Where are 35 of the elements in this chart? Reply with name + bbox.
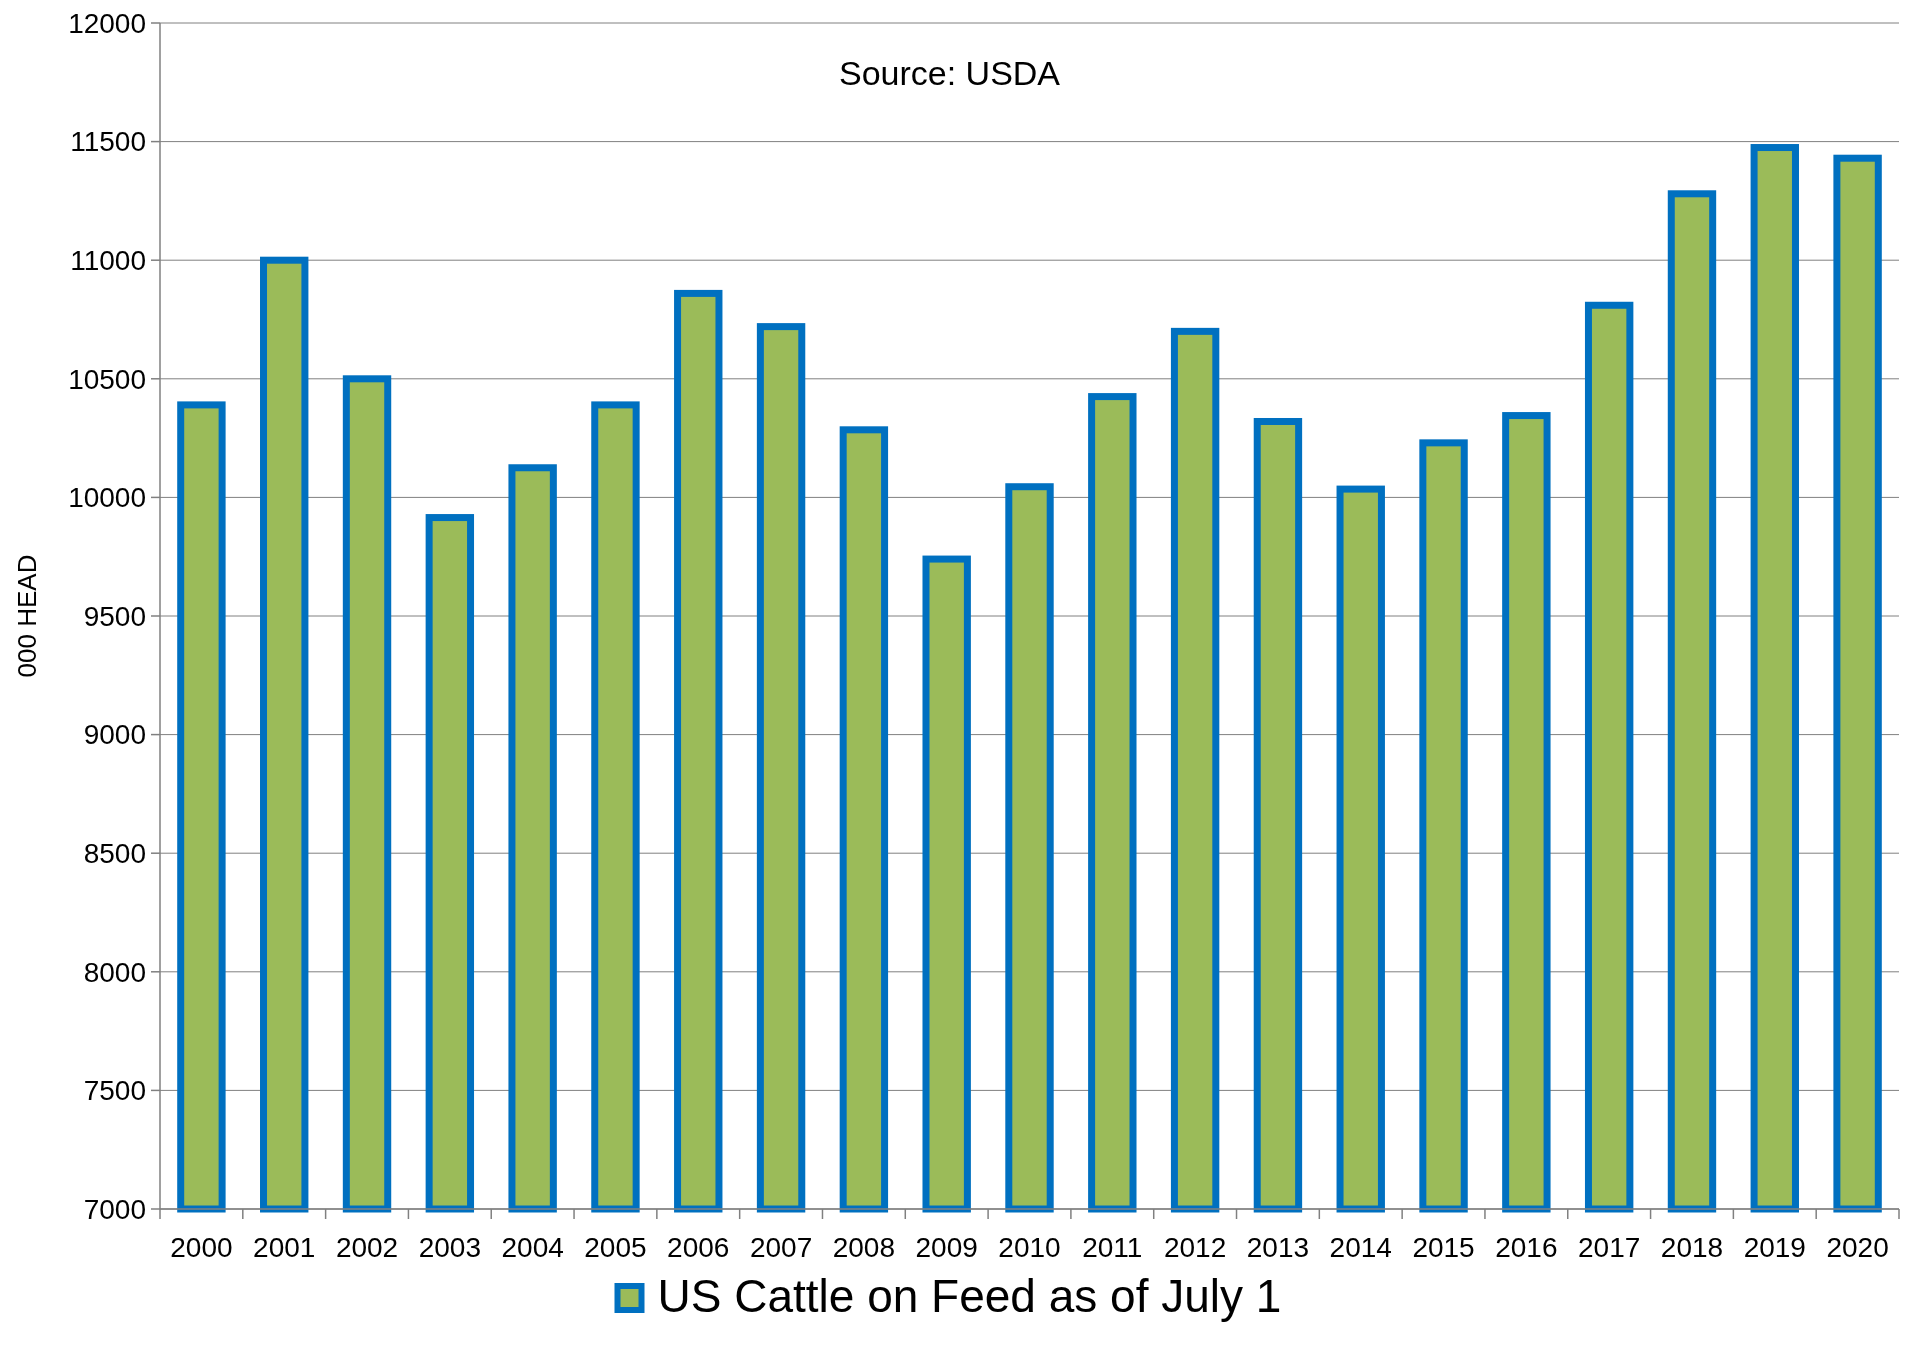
x-tick-label: 2002 xyxy=(335,1232,399,1263)
x-tick-label: 2001 xyxy=(253,1232,316,1263)
x-tick-label: 2019 xyxy=(1743,1232,1806,1263)
x-tick-label: 2010 xyxy=(998,1232,1061,1263)
y-tick-label: 11500 xyxy=(70,126,146,158)
x-tick-label: 2007 xyxy=(749,1232,813,1263)
x-tick-label: 2016 xyxy=(1495,1232,1558,1263)
x-tick-label: 2003 xyxy=(418,1232,481,1263)
x-tick-label: 2018 xyxy=(1660,1232,1724,1263)
legend-label: US Cattle on Feed as of July 1 xyxy=(657,1270,1282,1322)
x-tick-label: 2005 xyxy=(584,1232,647,1263)
x-tick-label: 2008 xyxy=(832,1232,896,1263)
x-tick-label: 2006 xyxy=(667,1232,730,1263)
x-tick-label: 2009 xyxy=(915,1232,978,1263)
y-tick-label: 12000 xyxy=(68,7,146,39)
annotation: Source: USDA xyxy=(838,54,1061,92)
x-tick-label: 2004 xyxy=(501,1232,564,1263)
y-tick-label: 10000 xyxy=(68,482,146,514)
y-tick-label: 9000 xyxy=(83,719,146,751)
y-tick-label: 8000 xyxy=(83,956,146,988)
x-tick-label: 2015 xyxy=(1412,1232,1475,1263)
x-tick-label: 2013 xyxy=(1246,1232,1310,1263)
y-tick-label: 7500 xyxy=(83,1075,146,1107)
x-tick-label: 2017 xyxy=(1578,1232,1641,1263)
x-tick-label: 2011 xyxy=(1082,1232,1143,1263)
x-tick-label: 2014 xyxy=(1329,1232,1392,1263)
x-tick-label: 2012 xyxy=(1163,1232,1227,1263)
y-axis-title: 000 HEAD xyxy=(12,554,42,678)
y-tick-label: 10500 xyxy=(68,363,146,395)
y-tick-label: 8500 xyxy=(83,838,146,869)
x-tick-label: 2020 xyxy=(1826,1232,1889,1263)
y-tick-label: 7000 xyxy=(83,1193,146,1225)
x-tick-label: 2000 xyxy=(170,1232,233,1263)
y-tick-label: 9500 xyxy=(83,600,146,632)
y-tick-label: 11000 xyxy=(70,245,146,276)
